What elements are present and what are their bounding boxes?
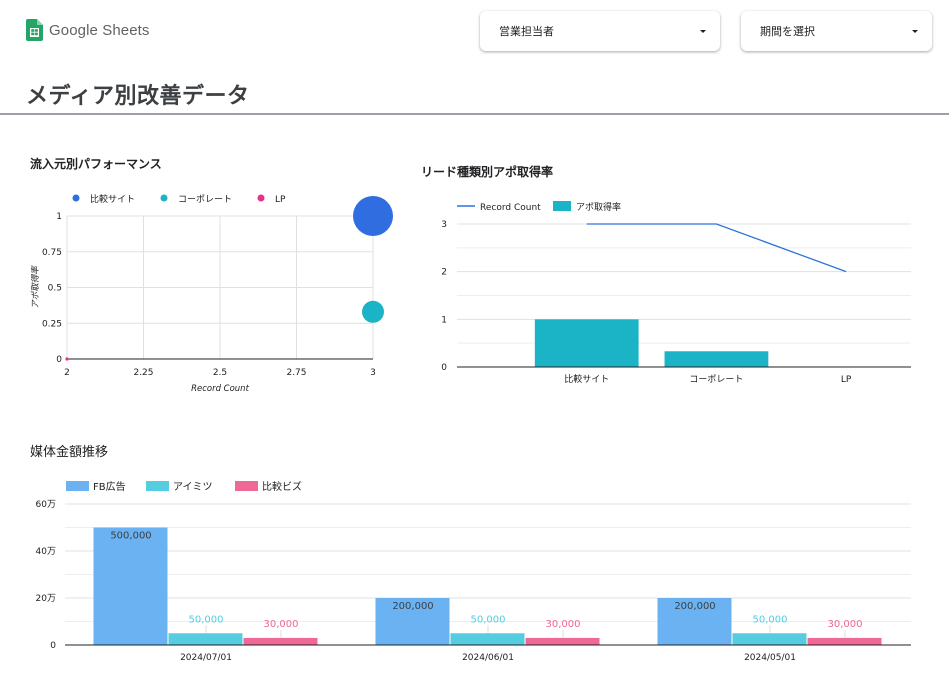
combo-chart: Record Count アポ取得率 0 1 2 3 比較サイト コーポレート LP xyxy=(441,201,911,385)
legend-marker-1 xyxy=(160,194,168,202)
x-tick-label-2: 2024/05/01 xyxy=(744,653,796,663)
y-tick-label-4: 1 xyxy=(56,212,62,222)
bar-1-1 xyxy=(450,633,525,645)
x-tick-label-1: 2024/06/01 xyxy=(462,653,514,663)
x-axis-label: Record Count xyxy=(191,384,250,394)
legend-marker-0 xyxy=(72,194,80,202)
bar-1-0 xyxy=(375,598,450,645)
bar-1 xyxy=(664,351,769,367)
legend-label-2: LP xyxy=(275,195,286,205)
period-filter-label: 期間を選択 xyxy=(760,25,815,38)
bar-0-0 xyxy=(93,527,168,645)
legend-label-0: 比較サイト xyxy=(90,193,135,205)
combo-chart-title: リード種類別アポ取得率 xyxy=(421,165,554,179)
x-tick-label-0: 比較サイト xyxy=(564,373,609,385)
y-tick-label-3: 60万 xyxy=(36,500,56,510)
y-tick-label-3: 3 xyxy=(441,220,447,230)
media-amount-chart: FB広告 アイミツ 比較ビズ 0 20万 40万 60万 500,000 50,000 30,00… xyxy=(36,480,911,663)
data-label-1-0: 200,000 xyxy=(392,601,433,612)
x-tick-label-2: 2.5 xyxy=(213,368,227,378)
header-divider xyxy=(0,113,949,115)
scatter-chart: 比較サイト コーポレート LP 2 2.25 2.5 2.75 3 0 0.25 0.5 0.75 1 R… xyxy=(30,193,393,394)
legend-label-2: 比較ビズ xyxy=(262,480,302,493)
legend-marker-2 xyxy=(257,194,265,202)
data-point-0-0 xyxy=(353,196,393,236)
logo-text: Google Sheets xyxy=(49,21,150,39)
data-label-0-0: 500,000 xyxy=(110,531,151,542)
legend-label-0: FB広告 xyxy=(93,480,126,493)
bar-0-2 xyxy=(243,637,318,645)
scatter-chart-title: 流入元別パフォーマンス xyxy=(30,157,162,171)
legend-label-1: コーポレート xyxy=(178,194,232,205)
data-label-2-1: 50,000 xyxy=(753,614,788,625)
x-tick-label-1: 2.25 xyxy=(133,368,153,378)
bar-1-2 xyxy=(525,637,600,645)
bar-2-0 xyxy=(657,598,732,645)
data-label-0-1: 50,000 xyxy=(189,614,224,625)
y-tick-label-0: 0 xyxy=(441,363,447,373)
y-tick-label-1: 0.25 xyxy=(42,319,62,329)
y-tick-label-1: 20万 xyxy=(36,594,56,604)
data-label-2-2: 30,000 xyxy=(828,619,863,630)
legend-label-1: アイミツ xyxy=(173,482,213,493)
x-tick-label-1: コーポレート xyxy=(689,374,743,385)
y-axis-label: アポ取得率 xyxy=(30,265,41,309)
x-tick-label-0: 2 xyxy=(64,368,70,378)
bar-2-2 xyxy=(807,637,882,645)
y-tick-label-0: 0 xyxy=(56,355,62,365)
x-tick-label-3: 2.75 xyxy=(286,368,306,378)
y-tick-label-1: 1 xyxy=(441,315,447,325)
x-tick-label-0: 2024/07/01 xyxy=(180,653,232,663)
data-point-2-0 xyxy=(65,357,69,361)
y-tick-label-0: 0 xyxy=(50,641,56,651)
legend-label-1: アポ取得率 xyxy=(576,201,621,213)
bar-2-1 xyxy=(732,633,807,645)
y-tick-label-2: 0.5 xyxy=(48,284,62,294)
chevron-down-icon xyxy=(700,29,706,33)
y-tick-label-3: 0.75 xyxy=(42,248,62,258)
legend-marker-1 xyxy=(553,201,571,211)
legend-marker-2 xyxy=(235,481,258,491)
period-filter[interactable]: 期間を選択 xyxy=(741,11,932,51)
legend-label-0: Record Count xyxy=(480,203,541,213)
sales-rep-filter-label: 営業担当者 xyxy=(499,25,554,38)
page-title: メディア別改善データ xyxy=(26,84,250,109)
sheets-icon xyxy=(26,19,43,41)
bar-0-1 xyxy=(168,633,243,645)
legend-marker-0 xyxy=(66,481,89,491)
sales-rep-filter[interactable]: 営業担当者 xyxy=(480,11,720,51)
y-tick-label-2: 40万 xyxy=(36,547,56,557)
data-label-2-0: 200,000 xyxy=(674,601,715,612)
bar-0 xyxy=(534,319,639,367)
data-label-0-2: 30,000 xyxy=(264,619,299,630)
y-tick-label-2: 2 xyxy=(441,268,447,278)
legend-marker-1 xyxy=(146,481,169,491)
bar-chart-title: 媒体金額推移 xyxy=(30,445,109,460)
google-sheets-logo: Google Sheets xyxy=(26,19,150,41)
data-label-1-1: 50,000 xyxy=(471,614,506,625)
data-label-1-2: 30,000 xyxy=(546,619,581,630)
x-tick-label-2: LP xyxy=(841,375,852,385)
chevron-down-icon xyxy=(912,29,918,33)
data-point-1-0 xyxy=(362,300,384,323)
x-tick-label-4: 3 xyxy=(370,368,376,378)
record-count-line xyxy=(586,223,847,273)
